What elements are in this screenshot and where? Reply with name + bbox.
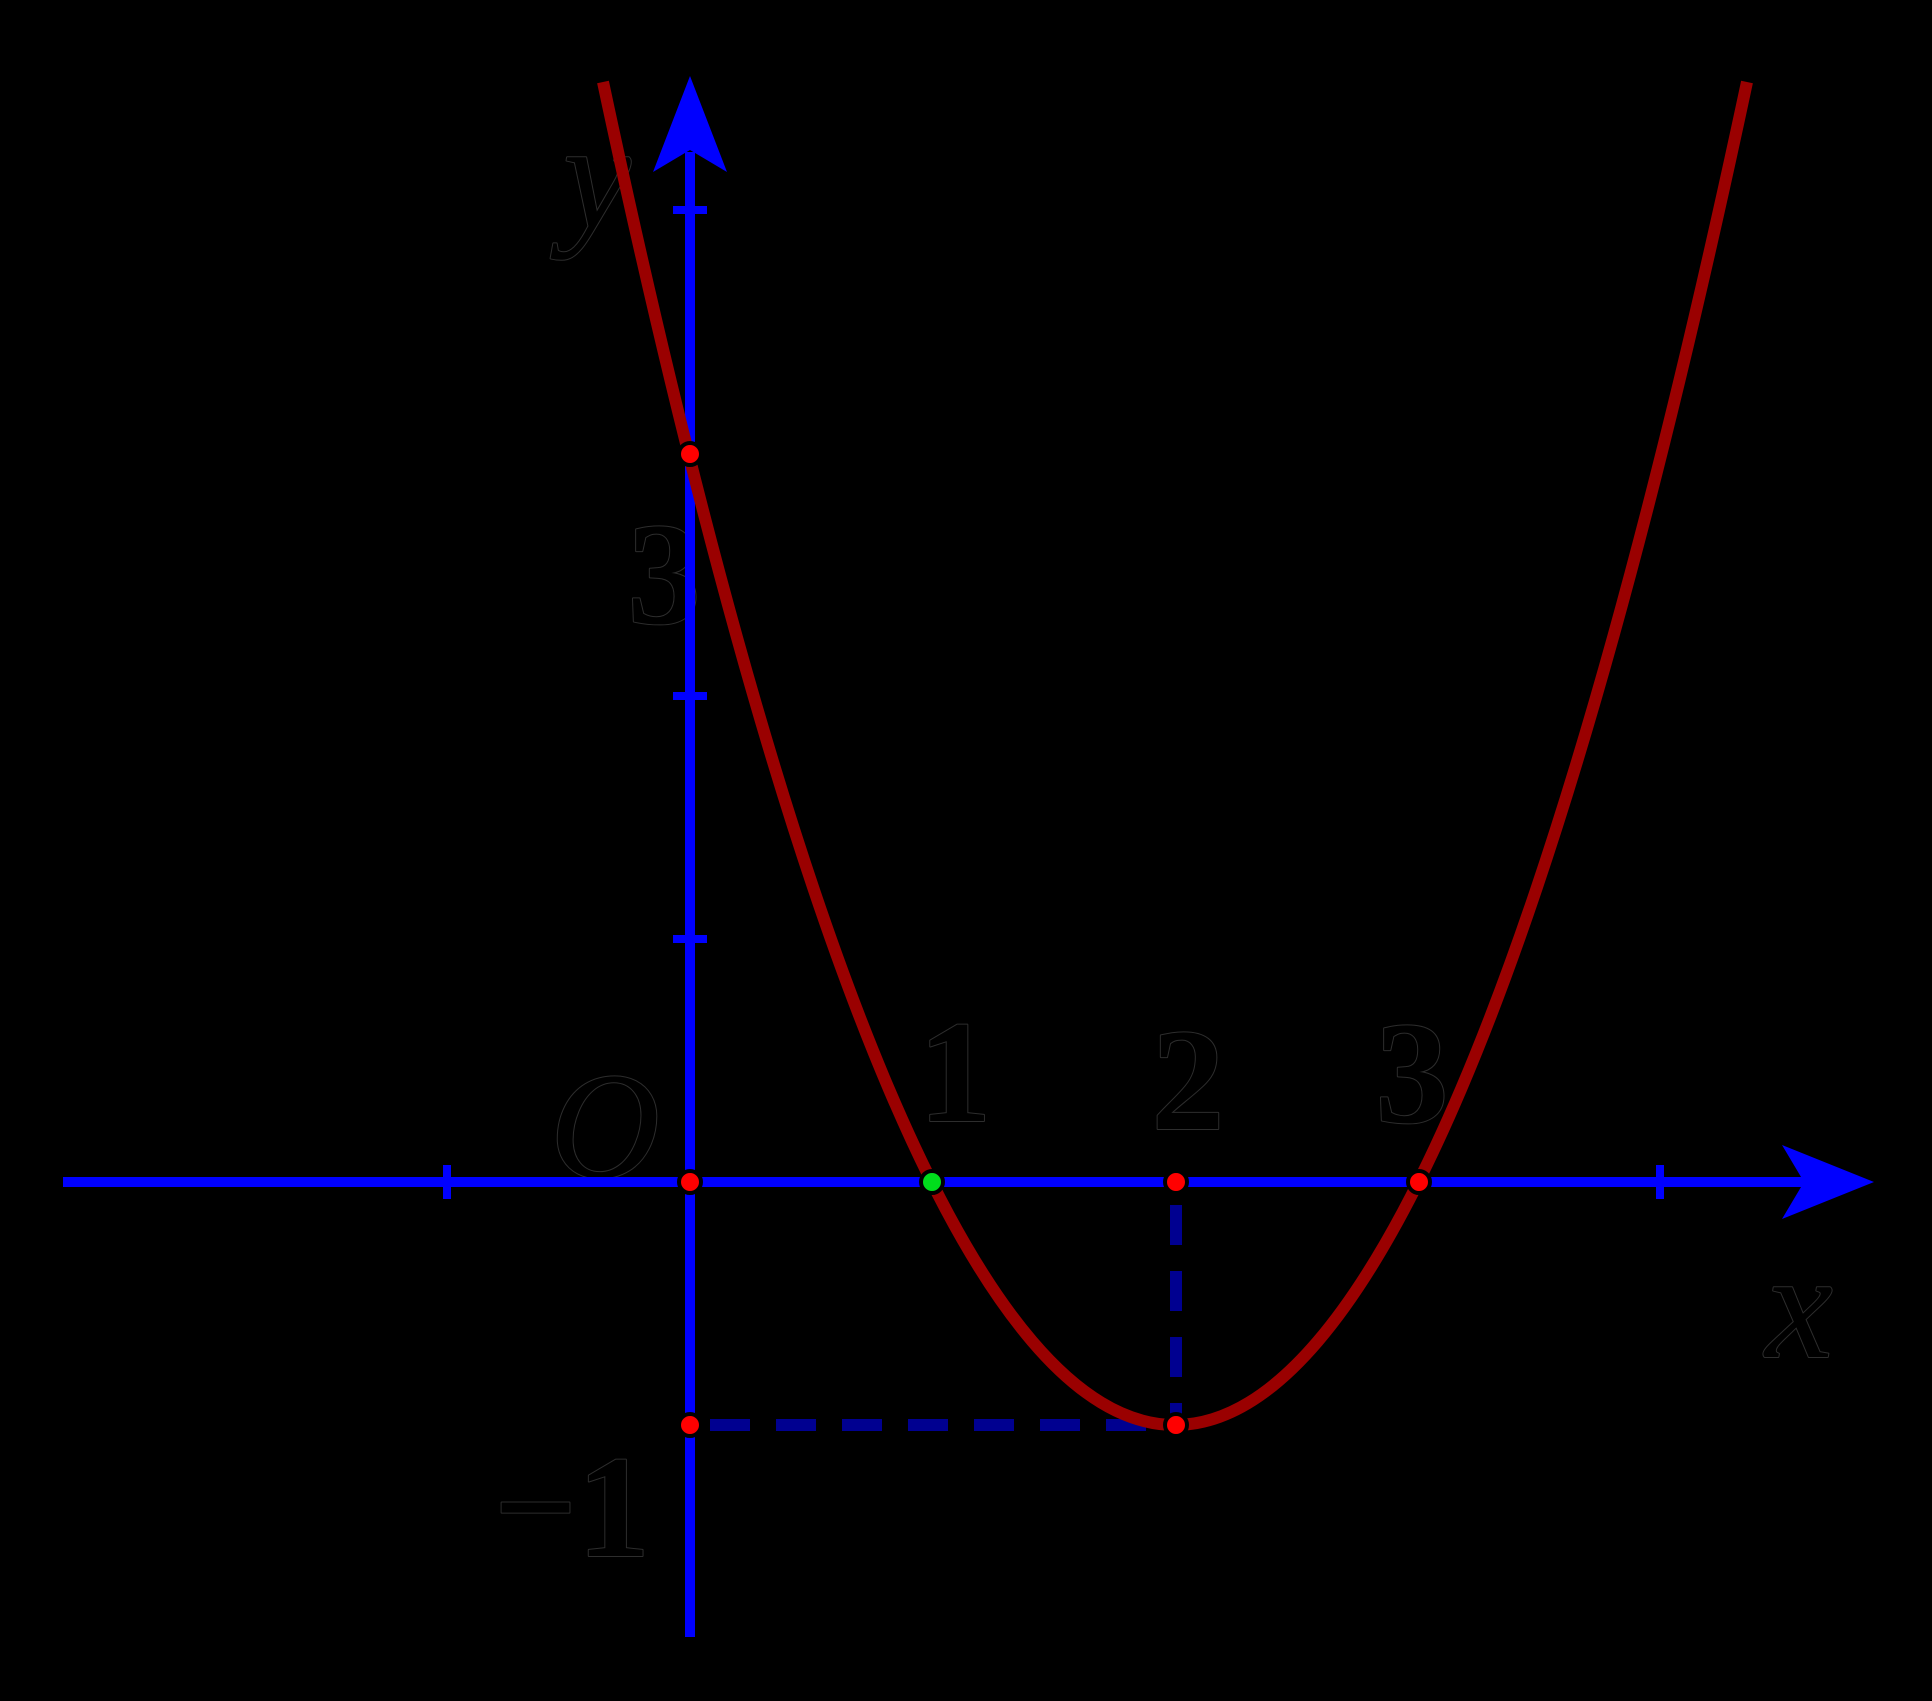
y-axis-arrowhead-icon — [653, 76, 727, 172]
x-axis-label: x — [1763, 1222, 1832, 1390]
y-tick-label-neg1: −1 — [494, 1426, 650, 1588]
dashed-guides — [690, 1182, 1182, 1431]
marked-points — [677, 441, 1432, 1438]
x-axis-arrowhead-icon — [1782, 1145, 1874, 1219]
x-tick-label-1: 1 — [919, 991, 992, 1153]
point-origin — [677, 1169, 703, 1195]
point-root-3 — [1406, 1169, 1432, 1195]
point-root-1 — [919, 1169, 945, 1195]
point-y-neg1 — [677, 1412, 703, 1438]
point-y-intercept — [677, 441, 703, 467]
point-vertex — [1163, 1412, 1189, 1438]
point-x-2 — [1163, 1169, 1189, 1195]
x-tick-label-2: 2 — [1152, 999, 1225, 1161]
x-tick-label-3: 3 — [1376, 992, 1449, 1154]
